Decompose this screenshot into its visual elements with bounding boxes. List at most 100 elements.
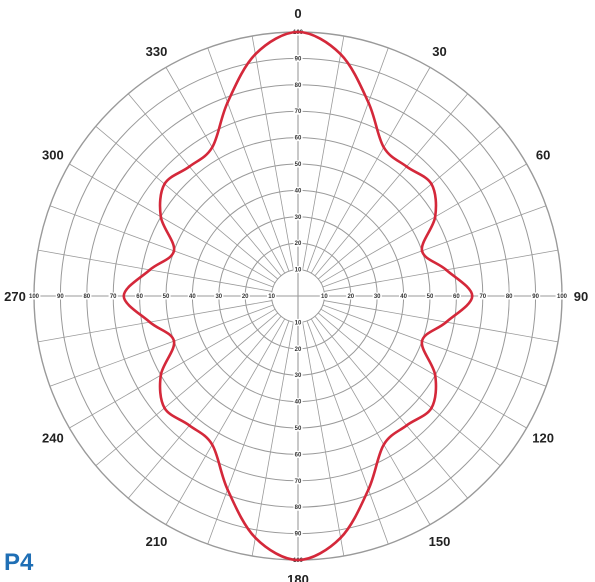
- pattern-point-250: [172, 339, 176, 343]
- radial-tick-label: 10: [295, 268, 302, 274]
- pattern-point-220: [188, 424, 191, 427]
- radial-tick-label-bg: [293, 318, 303, 326]
- radial-tick-label: 40: [189, 294, 196, 300]
- radial-tick-label: 70: [295, 109, 302, 115]
- pattern-point-130: [430, 406, 433, 410]
- angle-tick-label: 90: [574, 289, 588, 304]
- pattern-point-0: [296, 30, 300, 34]
- radial-tick-label-bg: [108, 292, 118, 300]
- radial-tick-label-bg: [293, 450, 303, 458]
- pattern-point-100: [444, 320, 448, 324]
- pattern-point-150: [382, 443, 386, 446]
- radial-tick-label: 30: [295, 373, 302, 379]
- radial-tick-label-bg: [319, 292, 329, 300]
- grid-spoke-200: [207, 320, 290, 545]
- radial-tick-label: 30: [295, 215, 302, 221]
- radial-tick-label: 10: [321, 294, 328, 300]
- radial-tick-label: 30: [215, 294, 222, 300]
- radial-tick-label: 50: [295, 426, 302, 432]
- radial-tick-label-bg: [187, 292, 197, 300]
- pattern-point-300: [159, 215, 163, 219]
- radial-tick-label: 90: [295, 56, 302, 62]
- pattern-point-190: [254, 536, 257, 540]
- radial-tick-label-bg: [425, 292, 435, 300]
- pattern-point-20: [367, 101, 370, 104]
- radial-tick-label-bg: [293, 239, 303, 247]
- pattern-point-290: [172, 249, 176, 253]
- radial-tick-label-bg: [161, 292, 171, 300]
- pattern-point-260: [148, 320, 152, 324]
- radial-tick-label-bg: [293, 54, 303, 62]
- grid-spoke-50: [317, 125, 501, 280]
- pattern-point-310: [163, 182, 166, 186]
- radial-tick-label-bg: [240, 292, 250, 300]
- grid-spoke-300: [69, 163, 276, 284]
- radial-tick-label-bg: [504, 292, 514, 300]
- grid-spoke-330: [165, 67, 286, 274]
- grid-spoke-190: [251, 321, 294, 557]
- grid-spoke-100: [323, 300, 559, 343]
- radial-tick-label: 50: [427, 294, 434, 300]
- angle-tick-label: 210: [146, 534, 168, 549]
- angle-tick-label: 240: [42, 431, 64, 446]
- radial-tick-label-bg: [293, 107, 303, 115]
- angle-tick-label: 270: [4, 289, 26, 304]
- radial-tick-label: 50: [163, 294, 170, 300]
- radial-tick-label: 100: [29, 294, 40, 300]
- radial-tick-label: 20: [347, 294, 354, 300]
- pattern-point-180: [296, 558, 300, 562]
- pattern-point-10: [339, 52, 342, 56]
- pattern-point-70: [420, 249, 424, 253]
- radial-tick-label-bg: [55, 292, 65, 300]
- radial-tick-label-bg: [372, 292, 382, 300]
- pattern-point-210: [210, 443, 214, 446]
- pattern-point-30: [382, 146, 386, 149]
- grid-spoke-130: [317, 312, 501, 467]
- grid-spoke-320: [127, 93, 282, 277]
- pattern-point-340: [226, 101, 229, 104]
- grid-spoke-280: [37, 249, 273, 292]
- radial-tick-label-bg: [399, 292, 409, 300]
- radial-tick-label-bg: [293, 213, 303, 221]
- radial-tick-label: 80: [506, 294, 513, 300]
- radial-tick-label: 90: [57, 294, 64, 300]
- angle-tick-labels: 0 30 60 90 120 150 180 210 240 270 300 330: [4, 6, 588, 582]
- radial-tick-label-bg: [267, 292, 277, 300]
- radial-tick-label: 80: [295, 83, 302, 89]
- radial-tick-label: 60: [295, 452, 302, 458]
- radial-tick-label: 100: [557, 294, 568, 300]
- grid-spoke-240: [69, 308, 276, 429]
- grid-spoke-80: [323, 249, 559, 292]
- radial-tick-label-bg: [135, 292, 145, 300]
- radial-tick-label: 60: [136, 294, 143, 300]
- panel-label: P4: [4, 549, 34, 576]
- pattern-point-140: [405, 424, 408, 427]
- radial-tick-label-bg: [293, 345, 303, 353]
- grid-spoke-40: [314, 93, 469, 277]
- radial-tick-label: 30: [374, 294, 381, 300]
- grid-spoke-70: [322, 205, 547, 288]
- radial-tick-label: 20: [295, 347, 302, 353]
- grid-spoke-30: [310, 67, 431, 274]
- pattern-point-110: [420, 339, 424, 343]
- pattern-point-80: [444, 268, 448, 272]
- pattern-point-350: [254, 52, 257, 56]
- radial-tick-label: 90: [532, 294, 539, 300]
- angle-tick-label: 180: [287, 572, 309, 582]
- grid-spoke-230: [95, 312, 279, 467]
- radial-tick-label-bg: [293, 266, 303, 274]
- radial-tick-label-bg: [293, 424, 303, 432]
- angle-tick-label: 120: [532, 431, 554, 446]
- radial-tick-label-bg: [293, 134, 303, 142]
- grid-spoke-160: [306, 320, 389, 545]
- radial-tick-label: 70: [295, 479, 302, 485]
- pattern-point-90: [470, 294, 474, 298]
- radial-tick-label: 10: [268, 294, 275, 300]
- grid-spoke-110: [322, 304, 547, 387]
- grid-spoke-310: [95, 125, 279, 280]
- radial-tick-label: 20: [242, 294, 249, 300]
- grid-spoke-140: [314, 315, 469, 499]
- radial-tick-label-bg: [478, 292, 488, 300]
- radial-tick-label: 40: [400, 294, 407, 300]
